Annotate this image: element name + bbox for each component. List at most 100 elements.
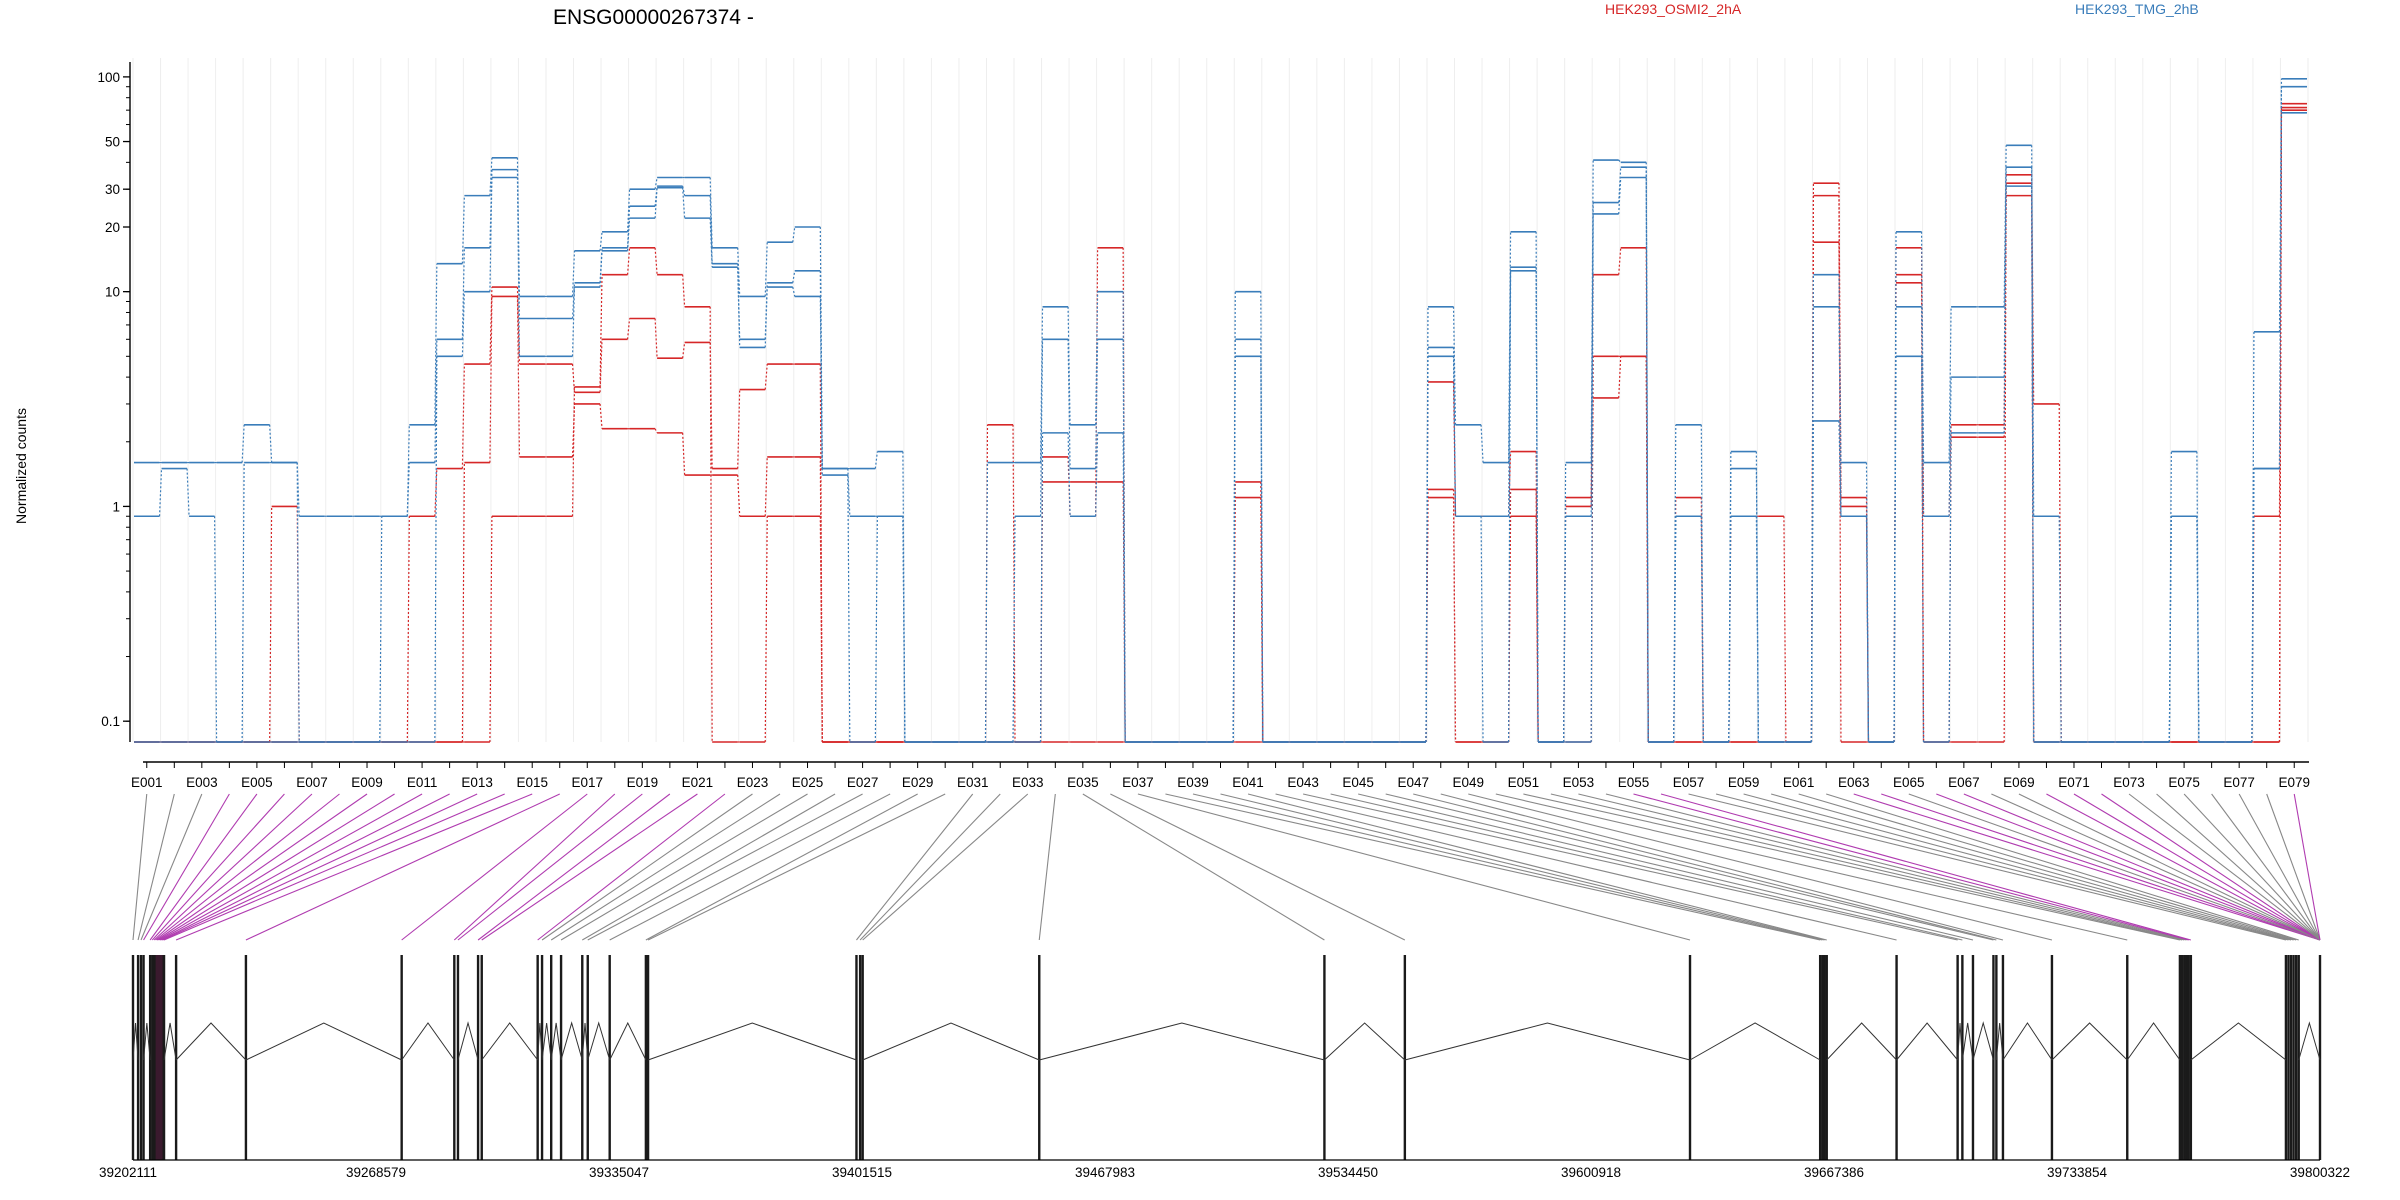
exon-bar	[2289, 955, 2293, 1160]
exon-tick-label: E053	[1563, 775, 1595, 790]
series-connector	[874, 516, 878, 743]
series-connector	[599, 231, 603, 251]
exon-tick-label: E001	[131, 775, 163, 790]
exon-bar	[1038, 955, 1041, 1160]
series-connector	[2003, 186, 2007, 433]
exon-bar	[139, 955, 143, 1160]
exon-tick-label: E049	[1453, 775, 1485, 790]
exon-tick-label: E079	[2278, 775, 2310, 790]
intron-chevron	[457, 1021, 479, 1061]
series-hek293-tmg-2hb	[134, 77, 2307, 743]
exon-bar	[646, 955, 650, 1160]
series-connector	[709, 218, 713, 268]
exon-tick-label: E035	[1067, 775, 1099, 790]
series-connector	[489, 287, 493, 365]
series-connector	[434, 356, 438, 743]
series-connector	[1039, 339, 1044, 517]
exon-link	[1082, 793, 1325, 941]
exon-bar	[2178, 955, 2182, 1160]
exon-link	[1137, 793, 1691, 941]
series-connector	[1865, 462, 1870, 743]
exon-link	[149, 793, 258, 941]
exon-bar	[2187, 955, 2190, 1160]
exon-link	[175, 793, 533, 941]
exon-bar	[861, 955, 864, 1160]
exon-tick-label: E061	[1783, 775, 1815, 790]
exon-link	[2101, 793, 2321, 941]
genomic-tick-label: 39800322	[2290, 1165, 2350, 1180]
intron-chevron	[647, 1022, 857, 1061]
intron-chevron	[862, 1022, 1040, 1061]
y-axis: 0.1 1 10 20 30 50 100	[97, 62, 131, 742]
series-connector	[792, 226, 796, 243]
series-connector	[984, 462, 989, 743]
exon-link	[2018, 793, 2321, 941]
series-connector	[819, 516, 823, 743]
exon-link	[158, 793, 395, 941]
exon-bar	[2180, 955, 2184, 1160]
intron-chevron	[163, 1022, 177, 1061]
series-connector	[1122, 432, 1126, 743]
y-tick-label: 0.1	[101, 714, 120, 729]
genomic-tick-label: 39667386	[1804, 1165, 1864, 1180]
intron-chevron	[1995, 1022, 2004, 1061]
exon-link	[1743, 793, 2292, 941]
exon-link	[1165, 793, 1821, 941]
exon-link	[856, 793, 974, 941]
exon-link	[1247, 793, 1827, 941]
exon-tick-label: E069	[2003, 775, 2035, 790]
intron-chevron	[143, 1022, 151, 1061]
exon-link	[1413, 793, 1997, 941]
exon-bar	[1688, 955, 1692, 1160]
intron-chevron	[1972, 1021, 1994, 1061]
series-connector	[1948, 306, 1952, 463]
exon-bar	[2284, 955, 2288, 1160]
exon-bar	[1895, 955, 1898, 1160]
series-connector	[489, 177, 493, 292]
exon-link	[161, 793, 450, 941]
series-connector	[2196, 516, 2200, 743]
exon-bar	[2294, 955, 2298, 1160]
exon-link	[2238, 793, 2321, 941]
series-connector	[1563, 462, 1567, 743]
exon-link	[155, 793, 340, 941]
series-connector	[1507, 267, 1512, 517]
exon-tick-label: E075	[2168, 775, 2200, 790]
exon-link	[1908, 793, 2321, 941]
series-connector	[737, 475, 741, 517]
series-connector	[1838, 242, 1842, 507]
intron-chevron	[2298, 1021, 2321, 1061]
series-connector	[654, 428, 658, 434]
series-connector	[1535, 270, 1539, 743]
vertical-gridlines	[132, 58, 2309, 742]
series-connector	[1012, 516, 1016, 743]
exon-link	[1302, 793, 1958, 941]
series-connector	[626, 247, 631, 275]
series-connector	[1039, 306, 1044, 463]
intron-chevron	[1404, 1022, 1691, 1061]
y-tick-label: 10	[105, 285, 120, 300]
intron-chevron	[1896, 1022, 1959, 1061]
exon-link	[1826, 793, 2299, 941]
series-connector	[626, 218, 631, 251]
exon-link	[1330, 793, 1963, 941]
series-connector	[737, 267, 741, 348]
exon-link	[587, 793, 863, 941]
series-connector	[1122, 339, 1126, 743]
exon-link	[541, 793, 753, 941]
y-tick-label: 1	[112, 499, 120, 514]
series-connector	[434, 263, 438, 425]
intron-chevron	[587, 1021, 611, 1061]
intron-chevron	[1957, 1022, 1963, 1061]
exon-axis: E001 E003 E005 E007 E009 E011 E013 E015 E017 E019…	[131, 761, 2310, 790]
intron-chevron	[1961, 1022, 1974, 1061]
exon-link	[1038, 793, 1056, 941]
y-tick-label: 20	[105, 220, 120, 235]
exon-bar	[1323, 955, 1326, 1160]
series-connector	[1425, 356, 1429, 743]
gene-model	[131, 955, 2322, 1160]
series-connector	[1095, 432, 1099, 517]
series-hek293-osmi2-2ha	[134, 102, 2307, 743]
exon-link	[481, 793, 698, 941]
